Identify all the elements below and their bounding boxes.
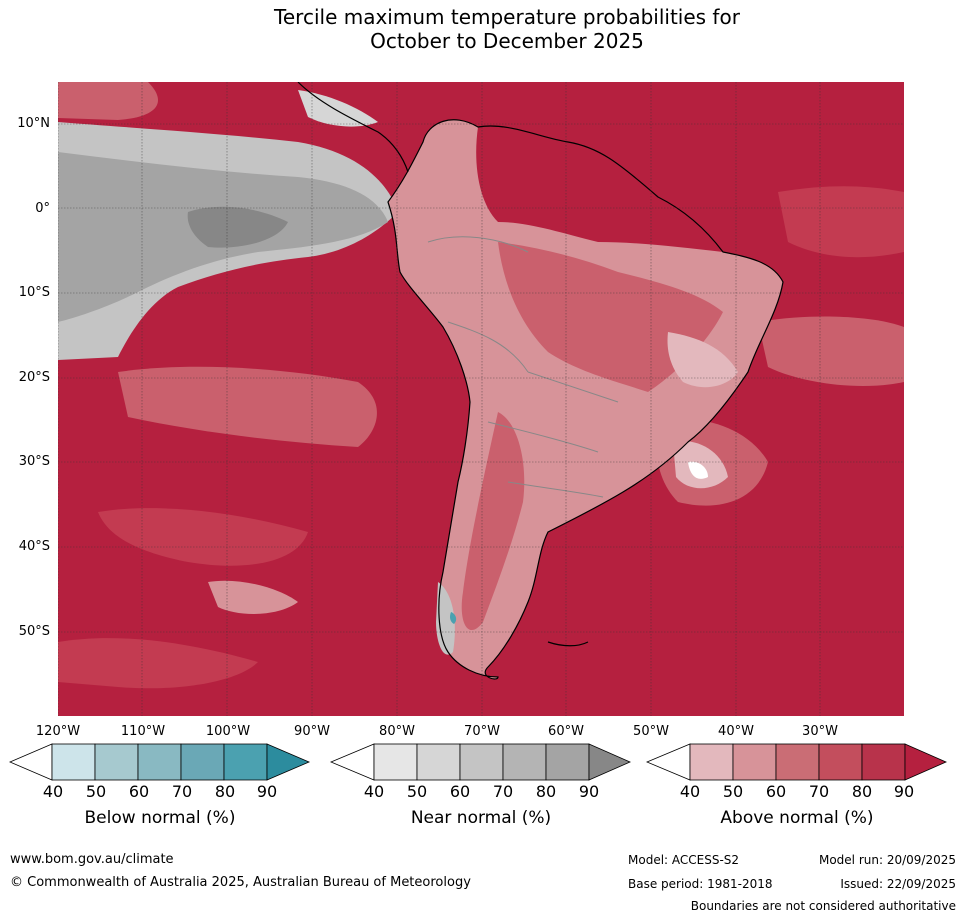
- lon-label-80w: 80°W: [379, 724, 415, 739]
- patagonia-below-normal: [450, 612, 457, 624]
- below-tick-60: 60: [128, 782, 150, 801]
- graticule: [58, 82, 904, 716]
- map-canvas: [58, 82, 904, 716]
- near-bin-4: [502, 743, 547, 781]
- lat-label-10n: 10°N: [17, 116, 50, 131]
- near-bin-0: [330, 743, 375, 781]
- below-bin-4: [180, 743, 225, 781]
- near-normal-colorbar: [330, 743, 631, 781]
- above-bin-0: [646, 743, 691, 781]
- lat-label-20s: 20°S: [18, 370, 50, 385]
- issued-date: Issued: 22/09/2025: [840, 877, 956, 891]
- near-normal-label: Near normal (%): [410, 808, 552, 828]
- below-tick-70: 70: [171, 782, 193, 801]
- near-tick-60: 60: [449, 782, 471, 801]
- pacific-above-70-band: [118, 366, 377, 447]
- above-tick-90: 90: [893, 782, 915, 801]
- central-america-coast: [297, 82, 409, 173]
- above-tick-70: 70: [808, 782, 830, 801]
- website-link[interactable]: www.bom.gov.au/climate: [10, 852, 174, 867]
- below-normal-colorbar: [9, 743, 311, 781]
- lat-label-50s: 50°S: [18, 624, 50, 639]
- near-bin-6: [588, 743, 631, 781]
- above-bin-3: [775, 743, 820, 781]
- pacific-north-above-70: [58, 82, 158, 120]
- above-bin-4: [818, 743, 863, 781]
- below-tick-90: 90: [256, 782, 278, 801]
- above-tick-50: 50: [722, 782, 744, 801]
- atlantic-above-70: [758, 316, 904, 387]
- below-tick-80: 80: [214, 782, 236, 801]
- near-tick-80: 80: [535, 782, 557, 801]
- base-period: Base period: 1981-2018: [628, 877, 773, 891]
- pacific-above-80-patch: [98, 508, 308, 566]
- amazon-north-above-90: [476, 125, 723, 252]
- lat-label-40s: 40°S: [18, 539, 50, 554]
- lon-label-50w: 50°W: [633, 724, 669, 739]
- pacific-near-normal-90: [187, 206, 288, 248]
- lon-label-70w: 70°W: [464, 724, 500, 739]
- below-tick-40: 40: [42, 782, 64, 801]
- model-name: Model: ACCESS-S2: [628, 853, 740, 867]
- title-line-2: October to December 2025: [370, 29, 644, 53]
- lat-label-0: 0°: [35, 201, 50, 216]
- pacific-south-above-80: [58, 638, 258, 689]
- lon-label-30w: 30°W: [802, 724, 838, 739]
- map-title: Tercile maximum temperature probabilitie…: [0, 5, 965, 53]
- title-line-1: Tercile maximum temperature probabilitie…: [274, 5, 740, 29]
- lat-label-10s: 10°S: [18, 285, 50, 300]
- above-bin-2: [732, 743, 777, 781]
- near-bin-5: [545, 743, 590, 781]
- below-bin-3: [137, 743, 182, 781]
- below-bin-1: [51, 743, 96, 781]
- above-tick-60: 60: [765, 782, 787, 801]
- country-borders: [427, 236, 619, 498]
- near-bin-1: [373, 743, 418, 781]
- model-run-date: Model run: 20/09/2025: [818, 853, 956, 867]
- lat-label-30s: 30°S: [18, 454, 50, 469]
- brazil-east-above-50: [667, 332, 738, 388]
- lon-label-90w: 90°W: [294, 724, 330, 739]
- lon-label-40w: 40°W: [718, 724, 754, 739]
- lon-label-110w: 110°W: [120, 724, 166, 739]
- above-tick-80: 80: [851, 782, 873, 801]
- copyright-text: © Commonwealth of Australia 2025, Austra…: [10, 875, 471, 890]
- above-bin-6: [904, 743, 947, 781]
- pacific-above-60-patch: [208, 580, 298, 614]
- near-tick-40: 40: [363, 782, 385, 801]
- near-tick-70: 70: [492, 782, 514, 801]
- below-bin-0: [9, 743, 53, 781]
- near-tick-90: 90: [578, 782, 600, 801]
- above-normal-colorbar: [646, 743, 947, 781]
- near-bin-3: [459, 743, 504, 781]
- lon-label-60w: 60°W: [548, 724, 584, 739]
- atlantic-below-40: [688, 461, 708, 479]
- boundaries-disclaimer: Boundaries are not considered authoritat…: [690, 899, 956, 913]
- atlantic-above-80-north: [778, 186, 904, 258]
- coastline: [387, 119, 784, 680]
- above-tick-40: 40: [679, 782, 701, 801]
- above-bin-5: [861, 743, 906, 781]
- below-bin-6: [266, 743, 311, 781]
- patagonia-near-normal: [436, 582, 455, 655]
- argentina-above-70: [461, 412, 525, 631]
- lon-label-120w: 120°W: [35, 724, 81, 739]
- probability-map: [58, 82, 904, 716]
- falkland-islands: [547, 641, 589, 647]
- above-normal-label: Above normal (%): [720, 808, 874, 828]
- below-tick-50: 50: [85, 782, 107, 801]
- brazil-interior-above-70: [498, 242, 723, 392]
- below-normal-label: Below normal (%): [84, 808, 236, 828]
- near-bin-2: [416, 743, 461, 781]
- above-bin-1: [689, 743, 734, 781]
- near-tick-50: 50: [406, 782, 428, 801]
- lon-label-100w: 100°W: [205, 724, 251, 739]
- below-bin-2: [94, 743, 139, 781]
- below-bin-5: [223, 743, 268, 781]
